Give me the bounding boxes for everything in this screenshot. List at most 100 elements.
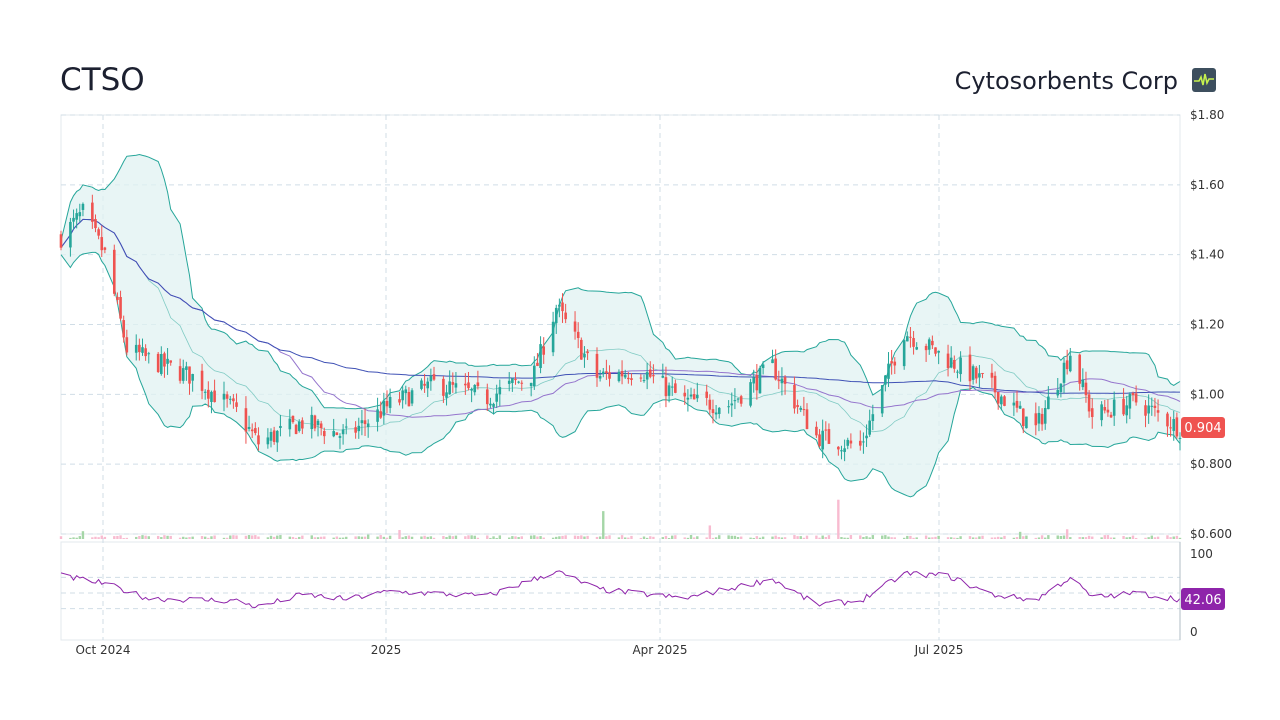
candle-body xyxy=(1012,402,1016,406)
volume-bar xyxy=(739,536,743,539)
price-tick-label: $1.80 xyxy=(1190,108,1224,122)
candle-body xyxy=(1100,404,1103,421)
candle-body xyxy=(138,344,141,353)
candle-body xyxy=(736,398,740,400)
candle-body xyxy=(203,391,207,393)
volume-bar xyxy=(1125,537,1128,539)
candle-body xyxy=(827,429,831,444)
candle-body xyxy=(448,381,451,395)
candle-body xyxy=(147,353,151,355)
volume-bar xyxy=(432,537,436,539)
volume-bar xyxy=(354,536,357,539)
candle-body xyxy=(981,372,984,374)
volume-bar xyxy=(752,537,755,539)
candle-body xyxy=(473,385,477,393)
candle-body xyxy=(272,430,276,442)
volume-bar xyxy=(827,535,831,539)
volume-bar xyxy=(1065,529,1069,539)
volume-bar xyxy=(536,536,539,539)
volume-bar xyxy=(887,536,890,539)
candle-body xyxy=(185,366,188,370)
candle-body xyxy=(257,435,260,445)
candle-body xyxy=(275,430,279,443)
volume-bar xyxy=(802,537,806,539)
candle-body xyxy=(1025,416,1028,429)
candle-body xyxy=(404,389,408,394)
candle-body xyxy=(912,338,915,347)
volume-bar xyxy=(884,535,887,539)
volume-bar xyxy=(906,535,909,539)
volume-bar xyxy=(1131,535,1135,539)
candle-body xyxy=(1040,413,1044,425)
volume-bar xyxy=(1015,537,1019,539)
volume-bar xyxy=(345,536,348,539)
candle-body xyxy=(730,403,734,406)
volume-bar xyxy=(514,536,517,539)
candle-body xyxy=(69,221,72,248)
volume-bar xyxy=(859,535,862,539)
candle-body xyxy=(733,400,737,402)
volume-bar xyxy=(119,535,122,539)
candle-body xyxy=(642,380,646,382)
candle-body xyxy=(1175,417,1179,437)
candle-body xyxy=(1078,354,1081,384)
volume-bar xyxy=(564,535,567,539)
candle-body xyxy=(1112,399,1116,416)
candle-body xyxy=(686,397,690,400)
candle-body xyxy=(332,431,335,437)
candle-body xyxy=(837,446,840,450)
candle-body xyxy=(322,431,326,437)
volume-bar xyxy=(649,536,652,539)
volume-bar xyxy=(1047,535,1050,539)
candle-body xyxy=(451,382,455,385)
volume-bar xyxy=(141,535,144,539)
volume-bar xyxy=(251,535,254,539)
volume-bar xyxy=(711,537,715,539)
volume-bar xyxy=(388,535,392,539)
volume-bar xyxy=(492,536,495,539)
candle-body xyxy=(1081,379,1085,388)
candle-body xyxy=(862,441,865,443)
candle-body xyxy=(774,358,777,380)
volume-bar xyxy=(1166,535,1169,539)
volume-bar xyxy=(846,537,849,539)
candle-body xyxy=(946,353,950,369)
volume-bar xyxy=(160,537,163,539)
volume-bar xyxy=(561,535,564,539)
candle-body xyxy=(116,296,119,300)
candle-body xyxy=(620,370,624,377)
candle-body xyxy=(542,346,546,355)
volume-bar xyxy=(793,535,796,539)
candle-body xyxy=(210,391,213,402)
volume-bar xyxy=(824,537,828,539)
volume-bar xyxy=(81,531,85,539)
volume-bar xyxy=(97,537,100,539)
candle-body xyxy=(868,420,871,435)
candle-body xyxy=(398,399,401,403)
candle-body xyxy=(583,353,586,358)
candle-body xyxy=(993,375,997,393)
volume-bar xyxy=(257,536,260,539)
volume-bar xyxy=(953,537,956,539)
candle-body xyxy=(97,229,100,236)
volume-bar xyxy=(1059,535,1063,539)
candle-body xyxy=(407,391,411,407)
candle-body xyxy=(191,374,194,381)
volume-bar xyxy=(865,536,868,539)
volume-bar xyxy=(266,537,270,539)
company-name: Cytosorbents Corp xyxy=(954,67,1178,95)
candle-body xyxy=(376,409,379,422)
candle-body xyxy=(112,249,116,294)
volume-bar xyxy=(975,537,978,539)
rsi-tick-label: 0 xyxy=(1190,625,1198,639)
bollinger-lower-line xyxy=(60,251,1181,498)
candle-body xyxy=(464,383,467,386)
volume-bar xyxy=(401,537,404,539)
volume-bar xyxy=(821,535,824,539)
volume-bar xyxy=(420,536,423,539)
volume-bar xyxy=(796,536,799,539)
bollinger-upper-line xyxy=(60,153,1181,410)
volume-bar xyxy=(840,537,843,539)
moving-average-200-line xyxy=(60,218,1180,394)
